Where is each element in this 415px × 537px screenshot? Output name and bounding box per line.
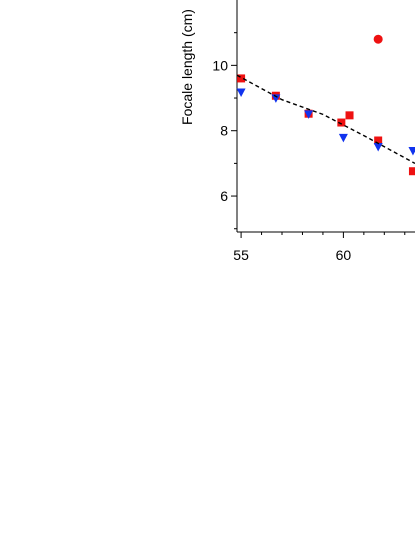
fit-curve — [236, 74, 415, 165]
data-point-triangle — [304, 110, 314, 119]
y-axis-label: Focale length (cm) — [179, 9, 195, 125]
data-point-triangle — [271, 94, 281, 103]
y-tick-label: 8 — [220, 123, 228, 139]
data-point-triangle — [338, 133, 348, 143]
data-point-square — [345, 111, 354, 120]
data-point-square — [237, 74, 246, 83]
series-layer — [236, 34, 415, 176]
x-tick-label: 60 — [336, 247, 352, 263]
y-tick-label: 6 — [220, 188, 228, 204]
data-point-square — [408, 167, 415, 176]
data-point-triangle — [408, 146, 415, 156]
data-point-triangle — [373, 143, 383, 152]
y-tick-label: 10 — [212, 57, 228, 73]
data-point-triangle — [236, 88, 246, 97]
data-point-square — [337, 118, 346, 127]
x-tick-label: 55 — [233, 247, 249, 263]
data-point-square — [374, 136, 383, 145]
plot-area: 6 8 10 55 60 — [212, 0, 415, 263]
y-ticks: 6 8 10 — [212, 32, 237, 230]
x-ticks: 55 60 — [233, 232, 406, 263]
data-point-circle — [373, 34, 383, 44]
